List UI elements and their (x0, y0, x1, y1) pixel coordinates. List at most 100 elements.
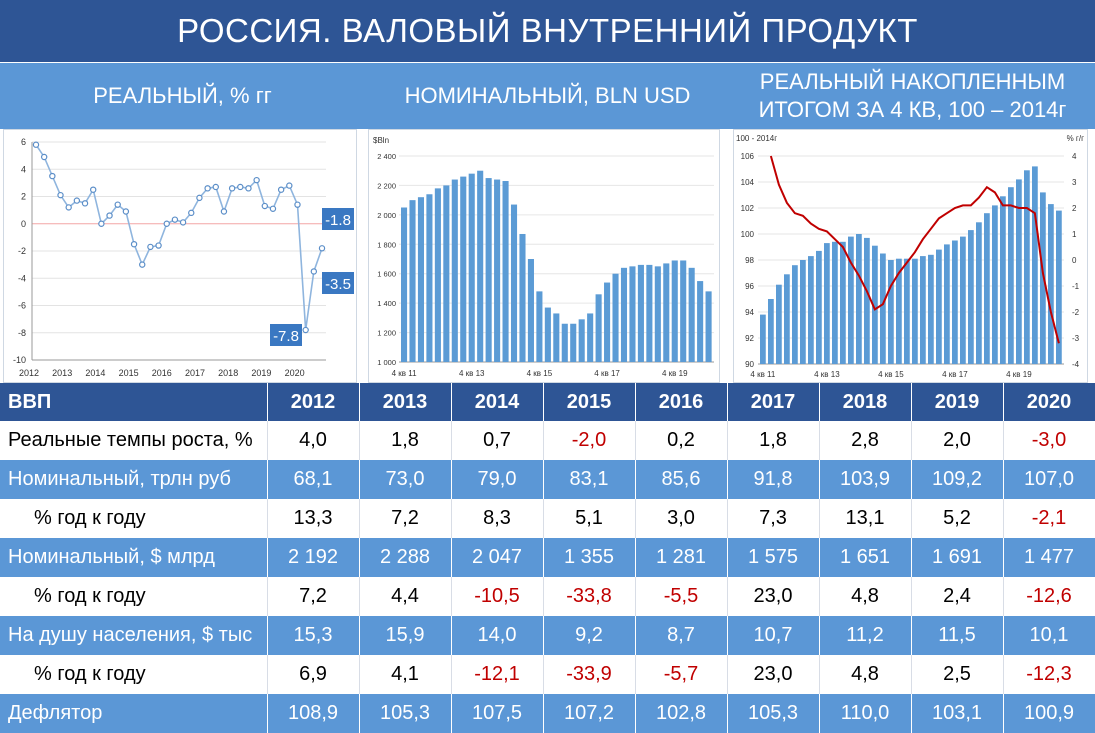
bar (680, 260, 687, 362)
table-cell: 2 288 (359, 538, 452, 577)
x-tick-label: 2013 (52, 368, 72, 378)
bar (697, 281, 704, 362)
y-tick-label: 2 (21, 192, 26, 202)
bar (1008, 187, 1014, 364)
table-cell: 9,2 (543, 616, 636, 655)
x-tick-label: 2014 (85, 368, 105, 378)
table-cell: 10,7 (727, 616, 820, 655)
bar (401, 207, 408, 362)
y-tick-label-right: 4 (1072, 152, 1077, 161)
bar (646, 264, 653, 362)
y-tick-label: 2 400 (377, 152, 396, 161)
bar (1056, 210, 1062, 364)
bar (561, 323, 568, 362)
table-cell: 7,3 (727, 499, 820, 538)
bar (426, 194, 433, 362)
table-cell: 107,2 (543, 694, 636, 733)
row-label: Номинальный, $ млрд (0, 538, 268, 577)
table-cell: 91,8 (727, 460, 820, 499)
y-tick-label: -6 (18, 301, 26, 311)
table-cell: 3,0 (635, 499, 728, 538)
table-cell: -12,6 (1003, 577, 1095, 616)
y-tick-label-left: 104 (741, 178, 755, 187)
bar (519, 233, 526, 362)
data-point (32, 141, 40, 148)
bar (705, 291, 712, 362)
bar (409, 200, 416, 362)
subtitle-cumulative: РЕАЛЬНЫЙ НАКОПЛЕННЫМ ИТОГОМ ЗА 4 КВ, 100… (758, 69, 1067, 122)
table-cell: 109,2 (911, 460, 1004, 499)
x-tick-label: 4 кв 15 (878, 370, 904, 379)
row-label: % год к году (0, 577, 268, 616)
table-cell: 14,0 (451, 616, 544, 655)
bar (776, 284, 782, 364)
bar (536, 291, 543, 362)
y-tick-label-left: 102 (741, 204, 755, 213)
bar (671, 260, 678, 362)
table-cell: 83,1 (543, 460, 636, 499)
data-point (81, 200, 89, 207)
table-cell: 108,9 (267, 694, 360, 733)
x-tick-label: 2018 (218, 368, 238, 378)
table-cell: 1 477 (1003, 538, 1095, 577)
row-label: На душу населения, $ тыс (0, 616, 268, 655)
table-cell: -33,8 (543, 577, 636, 616)
bar (784, 274, 790, 364)
row-label: Реальные темпы роста, % (0, 421, 268, 460)
bar (856, 234, 862, 364)
right-axis-title: % г/г (1067, 134, 1084, 143)
y-tick-label-left: 94 (745, 308, 754, 317)
data-point (261, 202, 268, 210)
bar (960, 236, 966, 364)
x-tick-label: 2017 (185, 368, 205, 378)
table-header-year: 2018 (819, 383, 912, 421)
annotation-box (270, 324, 302, 346)
y-tick-label: 4 (21, 164, 26, 174)
data-point (40, 153, 48, 161)
bar (485, 178, 492, 362)
table-cell: 11,2 (819, 616, 912, 655)
series-line (769, 155, 1060, 344)
table-cell: -3,0 (1003, 421, 1095, 460)
y-tick-label: -4 (18, 273, 26, 283)
table-cell: 1,8 (727, 421, 820, 460)
table-cell: 0,2 (635, 421, 728, 460)
bar (553, 313, 560, 362)
x-tick-label: 2019 (251, 368, 271, 378)
y-tick-label-left: 96 (745, 282, 754, 291)
y-tick-label: 1 000 (377, 358, 396, 367)
table-cell: -12,3 (1003, 655, 1095, 694)
table-header-row: ВВП 2012 2013 2014 2015 2016 2017 2018 2019 2020 (0, 383, 1095, 421)
table-header-year: 2012 (267, 383, 360, 421)
table-header-year: 2016 (635, 383, 728, 421)
bar (768, 299, 774, 364)
y-tick-label-right: -1 (1072, 282, 1080, 291)
table-header-year: 2013 (359, 383, 452, 421)
bar (510, 204, 518, 362)
table-cell: 2,8 (819, 421, 912, 460)
y-tick-label: -10 (13, 355, 26, 365)
bar (604, 282, 611, 362)
table-cell: 1 281 (635, 538, 728, 577)
data-point (318, 245, 326, 252)
bar (1024, 170, 1030, 364)
bar (1016, 179, 1022, 364)
x-tick-label: 4 кв 19 (1006, 370, 1032, 379)
subtitle-real: РЕАЛЬНЫЙ, % гг (93, 83, 272, 108)
table-cell: 7,2 (359, 499, 452, 538)
bar (654, 266, 661, 362)
bar (976, 222, 982, 364)
data-point (237, 183, 244, 191)
table-cell: 11,5 (911, 616, 1004, 655)
x-tick-label: 2012 (19, 368, 39, 378)
table-cell: 79,0 (451, 460, 544, 499)
bar (904, 258, 910, 364)
row-label: Номинальный, трлн руб (0, 460, 268, 499)
chart-nominal-usd: $Bln 1 000 1 200 1 400 1 600 1 800 2 000 2 200 2… (373, 136, 714, 378)
bar (848, 236, 854, 364)
data-point (130, 240, 138, 248)
y-tick-label: -8 (18, 328, 26, 338)
left-axis-title: 100 - 2014г (736, 134, 777, 143)
data-point (163, 220, 170, 227)
series-line (35, 144, 323, 331)
